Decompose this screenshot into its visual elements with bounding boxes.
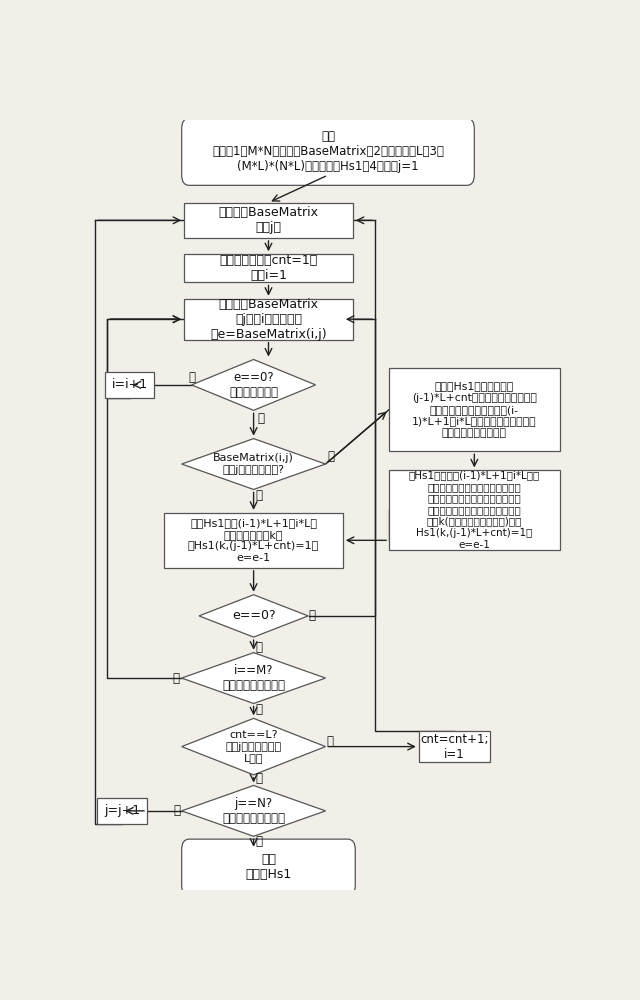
Polygon shape: [199, 595, 308, 637]
Text: 是: 是: [188, 371, 195, 384]
Bar: [388, 470, 560, 550]
Polygon shape: [191, 359, 316, 410]
Bar: [184, 203, 353, 238]
Text: 否: 否: [326, 735, 333, 748]
Text: BaseMatrix(i,j)
是第j列首个非零元?: BaseMatrix(i,j) 是第j列首个非零元?: [213, 453, 294, 475]
Text: 对矩阵Hs1，从变量节点
(j-1)*L+cnt开始进行原模图矩阵展
开，直到原模图矩阵中包含(i-
1)*L+1到i*L的全部校验节点或者无
法继续展开，停止: 对矩阵Hs1，从变量节点 (j-1)*L+cnt开始进行原模图矩阵展 开，直到原…: [412, 381, 537, 438]
Polygon shape: [182, 653, 326, 704]
Text: 否: 否: [173, 804, 180, 817]
Text: e==0?: e==0?: [232, 609, 275, 622]
Bar: [419, 731, 490, 762]
Text: j==N?
（是否为最后一列）: j==N? （是否为最后一列）: [222, 797, 285, 825]
Text: 仪Hs1校验节点(i-1)*L+1到i*L尚未
加入原模图矩阵的（若全部加入了
展开图，则选择最后才加入展开图
的）节点中，选择行重最小的校验
节点k(存在多个: 仪Hs1校验节点(i-1)*L+1到i*L尚未 加入原模图矩阵的（若全部加入了 …: [409, 470, 540, 550]
Bar: [105, 372, 154, 398]
Text: 否: 否: [172, 672, 179, 685]
FancyBboxPatch shape: [182, 118, 474, 185]
Polygon shape: [182, 785, 326, 836]
FancyBboxPatch shape: [182, 839, 355, 896]
Text: 找出Hs1中第(i-1)*L+1到i*L行
中行重最小的行k，
令Hs1(k,(j-1)*L+cnt)=1；
e=e-1: 找出Hs1中第(i-1)*L+1到i*L行 中行重最小的行k， 令Hs1(k,(…: [188, 518, 319, 563]
Bar: [388, 368, 560, 451]
Text: 选取矩阵BaseMatrix
第j列第i行的元素，
令e=BaseMatrix(i,j): 选取矩阵BaseMatrix 第j列第i行的元素， 令e=BaseMatrix(…: [210, 298, 327, 341]
Text: 开始
输入：1）M*N基础矩阵BaseMatrix；2）扩展因子L；3）
(M*L)*(N*L)的全零矩阵Hs1；4）列号j=1: 开始 输入：1）M*N基础矩阵BaseMatrix；2）扩展因子L；3） (M*…: [212, 130, 444, 173]
Text: 结束
输出：Hs1: 结束 输出：Hs1: [245, 853, 292, 881]
Text: 是: 是: [255, 772, 262, 785]
Text: cnt==L?
（第j列是否扩展了
L倍）: cnt==L? （第j列是否扩展了 L倍）: [225, 730, 282, 763]
Bar: [184, 254, 353, 282]
Bar: [164, 513, 343, 568]
Polygon shape: [182, 439, 326, 489]
Polygon shape: [182, 718, 326, 775]
Text: 选取矩阵BaseMatrix
的第j列: 选取矩阵BaseMatrix 的第j列: [218, 206, 319, 234]
Text: 是: 是: [255, 703, 262, 716]
Text: e==0?
（是否为零元）: e==0? （是否为零元）: [229, 371, 278, 399]
Text: 扩展倍数计数器cnt=1；
行号i=1: 扩展倍数计数器cnt=1； 行号i=1: [220, 254, 317, 282]
Text: 否: 否: [308, 609, 316, 622]
Text: i=i+1: i=i+1: [111, 378, 148, 391]
Text: 否: 否: [257, 412, 264, 425]
Bar: [97, 798, 147, 824]
Text: 是: 是: [255, 641, 262, 654]
Bar: [184, 299, 353, 340]
Text: 否: 否: [327, 450, 334, 463]
Text: 是: 是: [255, 835, 262, 848]
Text: j=j+1: j=j+1: [104, 804, 140, 817]
Text: cnt=cnt+1;
i=1: cnt=cnt+1; i=1: [420, 733, 489, 761]
Text: 是: 是: [255, 489, 262, 502]
Text: i==M?
（是否为最后一行）: i==M? （是否为最后一行）: [222, 664, 285, 692]
